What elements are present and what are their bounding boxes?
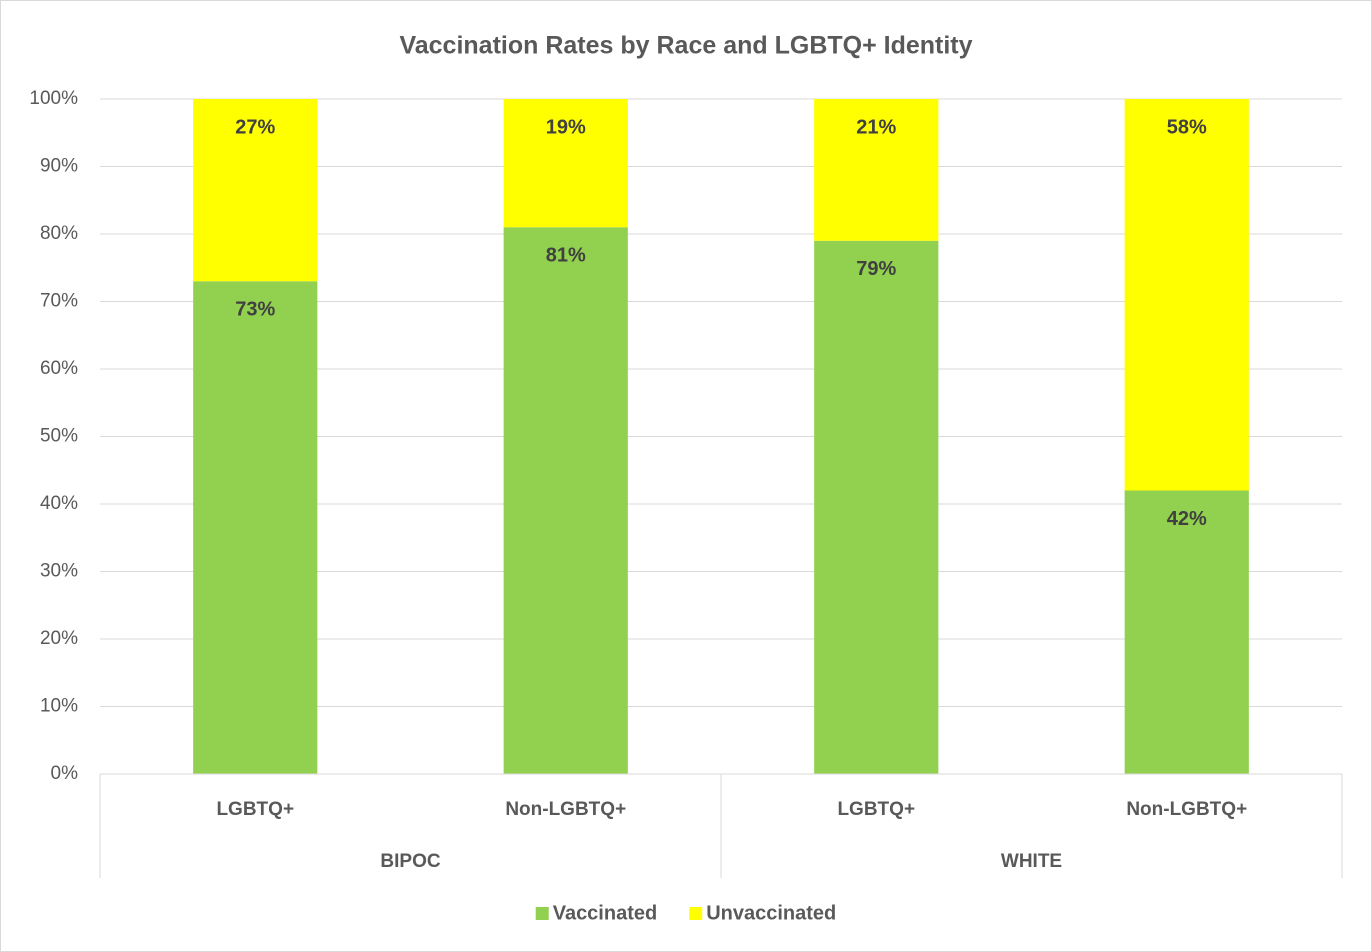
legend-swatch — [535, 907, 549, 920]
x-tick-label: LGBTQ+ — [216, 799, 294, 820]
chart-title: Vaccination Rates by Race and LGBTQ+ Ide… — [399, 32, 972, 60]
data-label: 79% — [856, 258, 896, 280]
x-tick-label: Non-LGBTQ+ — [1126, 799, 1247, 820]
bar-segment — [814, 240, 939, 774]
data-label: 42% — [1167, 508, 1207, 530]
y-tick-label: 60% — [40, 358, 78, 379]
y-tick-label: 100% — [29, 88, 78, 109]
bar-segment — [193, 281, 318, 774]
bar-segment — [503, 99, 628, 228]
legend-swatch — [689, 907, 703, 920]
y-tick-label: 40% — [40, 493, 78, 514]
y-tick-label: 50% — [40, 426, 78, 447]
data-label: 73% — [235, 299, 275, 321]
legend-label: Unvaccinated — [706, 902, 836, 924]
legend-label: Vaccinated — [553, 902, 658, 924]
bar-segment — [1124, 490, 1249, 774]
data-label: 27% — [235, 116, 275, 138]
group-label: WHITE — [1001, 851, 1062, 872]
y-tick-label: 30% — [40, 561, 78, 582]
data-label: 21% — [856, 116, 896, 138]
data-label: 81% — [546, 245, 586, 267]
bar-segment — [193, 99, 318, 282]
data-label: 58% — [1167, 116, 1207, 138]
y-tick-label: 20% — [40, 628, 78, 649]
y-tick-label: 90% — [40, 156, 78, 177]
y-tick-label: 0% — [51, 763, 79, 784]
bar-segment — [503, 227, 628, 774]
y-tick-label: 80% — [40, 223, 78, 244]
data-label: 19% — [546, 116, 586, 138]
bar-segment — [814, 99, 939, 241]
x-tick-label: Non-LGBTQ+ — [505, 799, 626, 820]
y-tick-label: 10% — [40, 696, 78, 717]
bar-segment — [1124, 99, 1249, 491]
y-tick-label: 70% — [40, 291, 78, 312]
x-tick-label: LGBTQ+ — [837, 799, 915, 820]
group-label: BIPOC — [380, 851, 440, 872]
